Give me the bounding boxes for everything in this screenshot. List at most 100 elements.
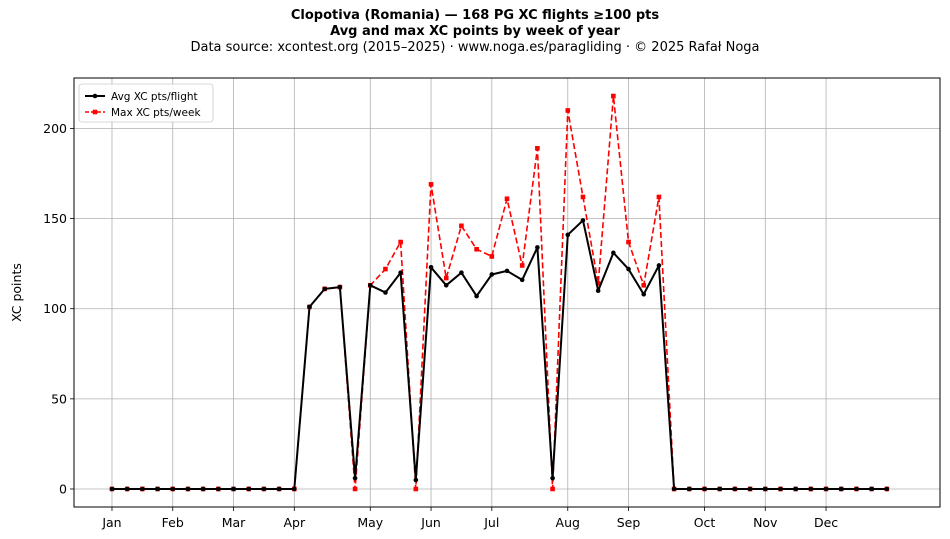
x-tick-label: Jul: [483, 515, 499, 530]
avg-point: [185, 486, 191, 492]
avg-point: [793, 486, 798, 492]
avg-point: [626, 266, 631, 272]
max-point: [595, 281, 601, 286]
legend: Avg XC pts/flight Max XC pts/week: [78, 83, 214, 123]
avg-point: [838, 486, 844, 492]
avg-point: [109, 486, 115, 492]
x-tick-label: Dec: [814, 515, 838, 530]
avg-point: [732, 486, 738, 492]
legend-label: Avg XC pts/flight: [111, 91, 198, 103]
avg-point: [231, 486, 236, 492]
avg-point: [808, 486, 814, 492]
avg-point: [459, 270, 464, 275]
y-tick-label: 50: [51, 391, 67, 406]
y-tick-label: 200: [43, 121, 67, 136]
y-tick-label: 150: [43, 211, 67, 226]
x-tick-label: Jun: [420, 515, 441, 530]
plot-frame: [73, 77, 941, 508]
chart-subtitle: Avg and max XC points by week of year: [330, 24, 620, 39]
avg-point: [322, 286, 327, 292]
avg-point: [717, 486, 723, 492]
chart-title: Clopotiva (Romania) — 168 PG XC flights …: [290, 8, 660, 23]
max-point: [443, 275, 449, 281]
max-point: [656, 194, 662, 200]
max-point: [550, 486, 555, 492]
avg-point: [747, 486, 753, 492]
avg-point: [869, 486, 874, 492]
avg-point: [778, 486, 783, 492]
avg-point: [580, 218, 586, 223]
grid-lines: [74, 78, 940, 507]
x-tick-label: Aug: [556, 515, 580, 530]
avg-point: [565, 232, 571, 238]
avg-point: [550, 475, 555, 481]
avg-point: [140, 486, 145, 492]
x-tick-label: Nov: [753, 515, 778, 530]
chart-series: [109, 93, 890, 492]
series-line-max: [112, 95, 887, 490]
x-tick-label: Jan: [101, 515, 121, 530]
x-tick-label: Mar: [222, 515, 246, 530]
avg-point: [702, 486, 707, 492]
avg-point: [246, 486, 252, 492]
y-tick-label: 0: [59, 481, 67, 496]
avg-point: [519, 277, 525, 283]
avg-point: [352, 475, 358, 481]
avg-point: [398, 270, 403, 275]
max-point: [504, 196, 510, 202]
avg-point: [337, 284, 343, 290]
max-point: [428, 182, 434, 187]
avg-point: [641, 292, 647, 297]
avg-point: [413, 477, 419, 483]
avg-point: [276, 486, 282, 492]
avg-point: [443, 282, 449, 288]
max-point: [413, 486, 419, 492]
max-point: [611, 93, 616, 99]
avg-point: [124, 486, 130, 492]
axis-ticks: Jan Feb Mar Apr May Jun Jul Aug Sep Oct Nov Dec 0 50 1…: [43, 121, 838, 530]
legend-marker: [92, 109, 98, 115]
avg-point: [170, 486, 176, 492]
avg-point: [216, 486, 221, 492]
legend-box: [78, 83, 214, 123]
max-point: [641, 282, 647, 288]
x-tick-label: Sep: [617, 515, 641, 530]
max-point: [580, 194, 586, 200]
x-tick-label: May: [357, 515, 383, 530]
legend-label: Max XC pts/week: [111, 107, 201, 119]
avg-point: [595, 288, 601, 293]
max-point: [565, 108, 571, 113]
max-point: [459, 223, 464, 229]
avg-point: [687, 486, 692, 492]
chart-title-block: Clopotiva (Romania) — 168 PG XC flights …: [0, 8, 950, 56]
avg-point: [535, 245, 540, 250]
avg-point: [383, 290, 388, 295]
x-tick-label: Apr: [283, 515, 305, 530]
x-tick-label: Oct: [694, 515, 716, 530]
avg-point: [656, 263, 662, 268]
max-point: [489, 254, 495, 259]
x-tick-label: Feb: [162, 515, 184, 530]
avg-point: [854, 486, 859, 492]
avg-point: [261, 486, 267, 492]
legend-marker: [92, 93, 98, 99]
y-axis-label: XC points: [9, 263, 24, 322]
avg-point: [884, 486, 890, 492]
series-line-avg: [112, 219, 887, 490]
avg-point: [307, 304, 312, 310]
y-tick-label: 100: [43, 301, 67, 316]
max-point: [519, 263, 525, 268]
max-point: [398, 239, 403, 245]
avg-point: [200, 486, 206, 492]
avg-point: [823, 486, 829, 492]
avg-point: [474, 293, 479, 299]
max-point: [626, 239, 631, 245]
avg-point: [155, 486, 160, 492]
avg-point: [611, 250, 616, 256]
max-point: [474, 246, 479, 252]
max-point: [535, 145, 540, 151]
avg-point: [291, 486, 297, 492]
avg-point: [367, 282, 373, 288]
chart-source-note: Data source: xcontest.org (2015–2025) · …: [190, 40, 760, 55]
